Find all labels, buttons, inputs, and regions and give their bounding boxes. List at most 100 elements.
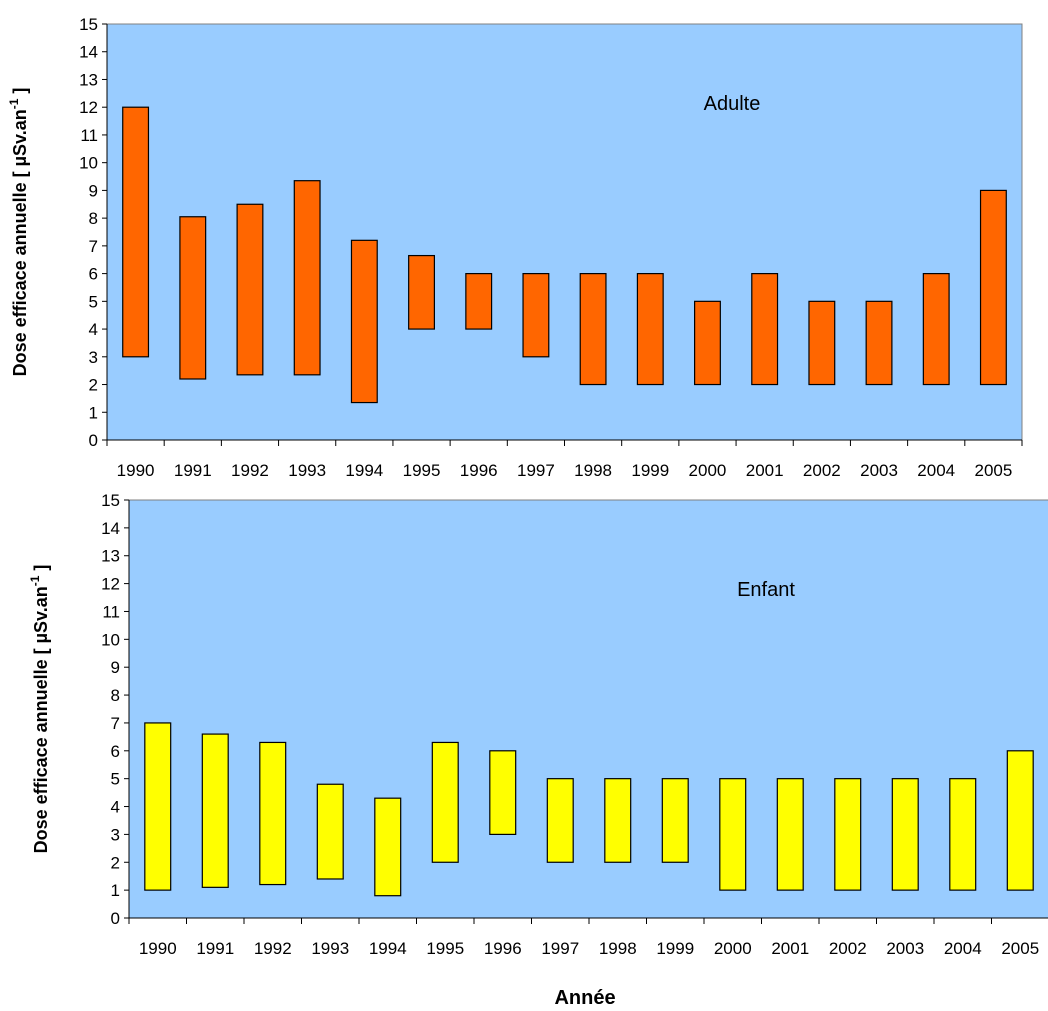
x-tick-label: 2001 [771, 939, 809, 958]
range-bar-1991 [202, 734, 228, 887]
y-tick-label: 7 [89, 237, 98, 256]
y-tick-label: 2 [111, 853, 120, 872]
x-tick-label: 1995 [403, 461, 441, 480]
x-tick-label: 1994 [369, 939, 407, 958]
y-tick-label: 10 [79, 154, 98, 173]
y-tick-label: 13 [79, 70, 98, 89]
x-tick-label: 1990 [117, 461, 155, 480]
range-bar-2003 [866, 301, 892, 384]
y-tick-label: 14 [79, 43, 98, 62]
range-bar-2003 [892, 779, 918, 890]
y-tick-label: 4 [111, 798, 120, 817]
range-bar-2002 [835, 779, 861, 890]
range-bar-1990 [123, 107, 149, 357]
range-bar-1999 [662, 779, 688, 863]
y-tick-label: 6 [89, 265, 98, 284]
y-axis-title-main: Dose efficace annuelle [ µSv.an [31, 586, 51, 853]
x-tick-label: 2000 [689, 461, 727, 480]
range-bar-1997 [523, 274, 549, 357]
range-bar-1994 [375, 798, 401, 896]
range-bar-1990 [145, 723, 171, 890]
y-tick-label: 12 [101, 575, 120, 594]
x-axis-title: Année [554, 987, 615, 1009]
range-bar-2004 [923, 274, 949, 385]
y-tick-label: 2 [89, 376, 98, 395]
x-tick-label: 1999 [656, 939, 694, 958]
y-tick-label: 0 [89, 431, 98, 450]
y-axis-title-main: Dose efficace annuelle [ µSv.an [10, 109, 30, 376]
y-tick-label: 1 [89, 403, 98, 422]
x-tick-label: 1998 [599, 939, 637, 958]
y-tick-label: 13 [101, 547, 120, 566]
y-tick-label: 11 [102, 602, 120, 621]
x-tick-label: 1992 [254, 939, 292, 958]
y-tick-label: 10 [101, 630, 120, 649]
range-bar-2001 [752, 274, 778, 385]
y-tick-label: 1 [111, 881, 120, 900]
range-bar-1999 [637, 274, 663, 385]
y-tick-label: 15 [101, 491, 120, 510]
y-axis-title-sup: -1 [28, 575, 42, 586]
x-tick-label: 1991 [196, 939, 234, 958]
range-bar-1993 [317, 784, 343, 879]
y-axis-title: Dose efficace annuelle [ µSv.an-1 ] [7, 88, 30, 377]
range-bar-1992 [260, 742, 286, 884]
y-axis-title: Dose efficace annuelle [ µSv.an-1 ] [28, 565, 51, 854]
x-tick-label: 2004 [944, 939, 982, 958]
x-tick-label: 2001 [746, 461, 784, 480]
range-bar-1996 [466, 274, 492, 329]
range-bar-1994 [351, 240, 377, 402]
range-bar-2002 [809, 301, 835, 384]
y-tick-label: 9 [111, 658, 120, 677]
x-tick-label: 1995 [426, 939, 464, 958]
x-tick-label: 1990 [139, 939, 177, 958]
y-tick-label: 15 [79, 15, 98, 34]
x-tick-label: 1997 [541, 939, 579, 958]
range-bar-1997 [547, 779, 573, 863]
x-tick-label: 1992 [231, 461, 269, 480]
y-tick-label: 3 [111, 825, 120, 844]
range-bar-1996 [490, 751, 516, 835]
y-tick-label: 6 [111, 742, 120, 761]
x-tick-label: 1991 [174, 461, 212, 480]
range-bar-2004 [950, 779, 976, 890]
range-bar-2005 [1007, 751, 1033, 890]
range-bar-2005 [981, 190, 1007, 384]
y-tick-label: 8 [89, 209, 98, 228]
range-bar-2000 [720, 779, 746, 890]
panel-label: Adulte [704, 93, 761, 115]
y-axis-title-end: ] [10, 88, 30, 99]
x-tick-label: 1993 [288, 461, 326, 480]
x-tick-label: 1999 [631, 461, 669, 480]
x-tick-label: 2002 [829, 939, 867, 958]
x-tick-label: 2002 [803, 461, 841, 480]
x-tick-label: 1993 [311, 939, 349, 958]
x-tick-label: 2005 [974, 461, 1012, 480]
x-tick-label: 1994 [345, 461, 383, 480]
range-bar-2000 [695, 301, 721, 384]
y-tick-label: 5 [89, 292, 98, 311]
range-bar-1993 [294, 181, 320, 375]
y-axis-title-end: ] [31, 565, 51, 576]
panel-label: Enfant [737, 579, 795, 601]
range-bar-1992 [237, 204, 263, 375]
range-bar-1991 [180, 217, 206, 379]
y-tick-label: 11 [80, 126, 98, 145]
range-bar-1998 [605, 779, 631, 863]
y-axis-title-sup: -1 [7, 98, 21, 109]
range-bar-1995 [409, 256, 435, 329]
y-tick-label: 4 [89, 320, 98, 339]
x-tick-label: 1996 [460, 461, 498, 480]
range-bar-1998 [580, 274, 606, 385]
x-tick-label: 1997 [517, 461, 555, 480]
y-tick-label: 0 [111, 909, 120, 928]
y-tick-label: 8 [111, 686, 120, 705]
x-tick-label: 2003 [860, 461, 898, 480]
y-tick-label: 3 [89, 348, 98, 367]
y-tick-label: 9 [89, 181, 98, 200]
y-tick-label: 12 [79, 98, 98, 117]
